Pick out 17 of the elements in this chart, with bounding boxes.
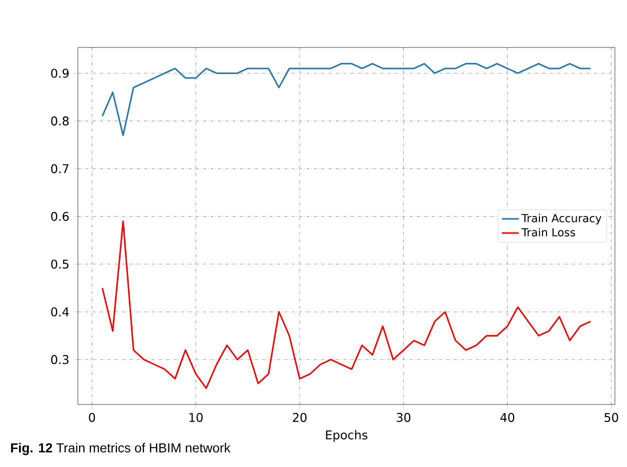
y-tick-label: 0.4	[51, 307, 69, 316]
y-tick-label: 0.9	[51, 68, 69, 78]
x-tick-label: 10	[189, 412, 203, 422]
y-tick-label: 0.3	[51, 355, 68, 364]
y-tick-label: 0.6	[51, 212, 69, 221]
x-tick-label: 20	[292, 412, 307, 422]
text: Fig. 12 Train metrics of HBIM network	[11, 442, 231, 456]
x-tick-label: 0	[88, 412, 95, 422]
y-tick-label: 0.7	[51, 164, 68, 174]
legend-label: Train Loss	[522, 228, 576, 236]
x-tick-label: 40	[500, 412, 514, 422]
y-tick-label: 0.8	[51, 116, 69, 126]
y-tick-label: 0.5	[51, 260, 68, 269]
x-tick-label: 30	[396, 412, 410, 422]
legend-label: Train Accuracy	[522, 214, 602, 224]
x-axis-title: Epochs	[326, 430, 368, 442]
x-tick-label: 50	[604, 412, 618, 422]
